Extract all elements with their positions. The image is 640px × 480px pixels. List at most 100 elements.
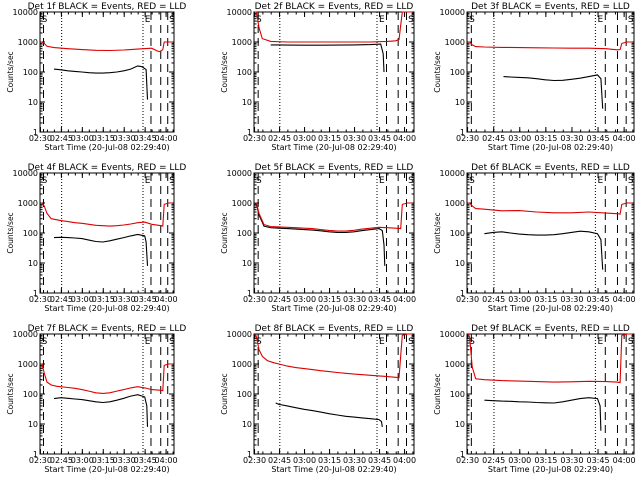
y-axis-label: Counts/sec — [6, 51, 15, 92]
chart-panel-1: Det 1f BLACK = Events, RED = LLD 1 10 100 10… — [6, 2, 186, 152]
y-tick-label: 100 — [237, 68, 252, 77]
x-tick-label: 02:45 — [268, 295, 291, 304]
y-tick-label: 10 — [28, 259, 38, 268]
y-tick-label: 1 — [33, 289, 38, 298]
y-tick-label: 10 — [28, 420, 38, 429]
chart-panel-4: Det 4f BLACK = Events, RED = LLD 1 10 100 10… — [6, 163, 186, 313]
y-tick-label: 100 — [237, 229, 252, 238]
x-tick-label: 02:45 — [268, 134, 291, 143]
lld-series-line — [254, 333, 413, 379]
x-tick-label: 03:15 — [534, 295, 557, 304]
chart-title: Det 4f BLACK = Events, RED = LLD — [28, 163, 187, 173]
y-tick-label: 1 — [247, 450, 252, 459]
x-tick-label: 03:30 — [560, 295, 583, 304]
x-tick-label: 03:45 — [368, 456, 391, 465]
x-axis-label: Start Time (20-Jul-08 02:29:40) — [488, 304, 613, 313]
x-tick-label: 03:45 — [134, 134, 157, 143]
y-axis-label: Counts/sec — [6, 212, 15, 253]
x-tick-label: 03:00 — [71, 134, 94, 143]
x-tick-label: 02:30 — [456, 134, 479, 143]
x-tick-label: 02:30 — [243, 295, 266, 304]
x-tick-label: 02:45 — [268, 456, 291, 465]
s-marker-label: S — [408, 15, 414, 25]
x-tick-label: 03:45 — [134, 456, 157, 465]
x-tick-label: 03:30 — [343, 134, 366, 143]
y-axis-label: Counts/sec — [433, 51, 442, 92]
x-axis-label: Start Time (20-Jul-08 02:29:40) — [488, 143, 613, 152]
x-tick-label: 04:00 — [155, 295, 178, 304]
x-tick-label: 03:00 — [508, 456, 531, 465]
y-tick-label: 10000 — [13, 169, 38, 178]
lld-series-line — [254, 202, 413, 232]
y-tick-label: 10000 — [227, 330, 252, 339]
plot-frame — [253, 11, 415, 133]
x-tick-label: 03:15 — [92, 295, 115, 304]
x-tick-label: 03:45 — [134, 295, 157, 304]
y-tick-label: 10000 — [227, 8, 252, 17]
y-tick-label: 1000 — [18, 38, 38, 47]
plot-frame — [466, 11, 635, 133]
y-tick-label: 1 — [460, 289, 465, 298]
lld-series-line — [254, 11, 413, 43]
y-tick-label: 10 — [242, 259, 252, 268]
chart-panel-2: Det 2f BLACK = Events, RED = LLD 1 10 100 10… — [220, 2, 416, 152]
x-tick-label: 03:00 — [293, 295, 316, 304]
x-tick-label: 03:00 — [508, 134, 531, 143]
y-tick-label: 1000 — [232, 199, 252, 208]
chart-panel-7: Det 7f BLACK = Events, RED = LLD 1 10 100 10… — [6, 324, 186, 474]
chart-panel-9: Det 9f BLACK = Events, RED = LLD 1 10 100 10… — [433, 324, 636, 474]
x-tick-label: 03:15 — [534, 134, 557, 143]
s-marker-label: S — [42, 176, 48, 186]
e-marker-label: E — [379, 176, 385, 186]
x-tick-label: 02:30 — [243, 456, 266, 465]
y-tick-label: 1000 — [445, 38, 465, 47]
events-series-line — [53, 65, 149, 100]
x-tick-label: 03:15 — [92, 134, 115, 143]
plot-frame — [466, 333, 635, 455]
x-tick-label: 02:45 — [482, 456, 505, 465]
e-marker-label: E — [379, 15, 385, 25]
events-series-line — [53, 233, 149, 266]
y-tick-label: 10 — [455, 98, 465, 107]
x-tick-label: 03:30 — [113, 456, 136, 465]
e-marker-label: E — [597, 337, 603, 347]
x-tick-label: 04:00 — [613, 134, 636, 143]
chart-panel-3: Det 3f BLACK = Events, RED = LLD 1 10 100 10… — [433, 2, 636, 152]
y-tick-label: 10000 — [440, 330, 465, 339]
y-tick-label: 100 — [23, 390, 38, 399]
x-tick-label: 03:30 — [113, 134, 136, 143]
y-tick-label: 100 — [237, 390, 252, 399]
y-tick-label: 1 — [33, 128, 38, 137]
events-series-line — [254, 202, 386, 266]
x-tick-label: 04:00 — [155, 134, 178, 143]
y-tick-label: 10 — [455, 259, 465, 268]
y-tick-label: 10000 — [440, 8, 465, 17]
y-tick-label: 1 — [247, 289, 252, 298]
x-tick-label: 03:45 — [587, 134, 610, 143]
x-tick-label: 03:00 — [293, 134, 316, 143]
e-marker-label: E — [145, 337, 151, 347]
x-tick-label: 04:00 — [155, 456, 178, 465]
chart-title: Det 9f BLACK = Events, RED = LLD — [471, 324, 630, 334]
x-tick-label: 03:15 — [318, 295, 341, 304]
s-marker-label: S — [169, 15, 175, 25]
y-tick-label: 10 — [455, 420, 465, 429]
y-axis-label: Counts/sec — [433, 212, 442, 253]
e-marker-label: E — [145, 176, 151, 186]
x-axis-label: Start Time (20-Jul-08 02:29:40) — [271, 143, 396, 152]
y-tick-label: 10000 — [13, 330, 38, 339]
x-tick-label: 02:30 — [456, 456, 479, 465]
chart-title: Det 1f BLACK = Events, RED = LLD — [28, 2, 187, 12]
chart-title: Det 6f BLACK = Events, RED = LLD — [471, 163, 630, 173]
y-axis-label: Counts/sec — [433, 373, 442, 414]
x-tick-label: 02:30 — [243, 134, 266, 143]
x-tick-label: 04:00 — [393, 295, 416, 304]
x-tick-label: 03:30 — [343, 295, 366, 304]
x-tick-label: 03:30 — [343, 456, 366, 465]
lld-series-line — [40, 202, 173, 227]
s-marker-label: S — [628, 176, 634, 186]
e-marker-label: E — [379, 337, 385, 347]
lld-series-line — [467, 333, 633, 384]
x-tick-label: 03:15 — [92, 456, 115, 465]
e-marker-label: E — [597, 15, 603, 25]
